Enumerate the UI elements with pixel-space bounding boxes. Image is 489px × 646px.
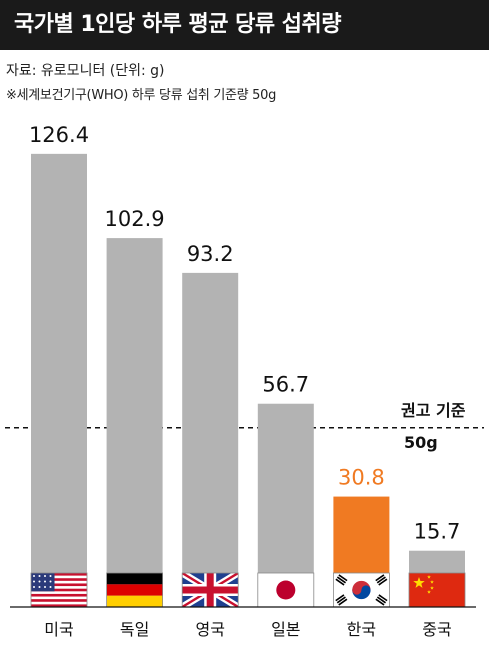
category-label: 미국	[44, 620, 73, 639]
reference-label: 권고 기준	[401, 401, 466, 420]
bar-영국	[182, 272, 239, 607]
germany-flag-icon	[106, 572, 163, 608]
category-label: 한국	[347, 620, 376, 639]
korea-flag-icon	[332, 572, 390, 608]
category-label: 독일	[120, 620, 149, 639]
value-label: 126.4	[29, 123, 89, 147]
category-label: 일본	[271, 620, 300, 639]
reference-value-label: 50g	[404, 433, 438, 452]
bar-미국	[31, 153, 87, 607]
chart-title: 국가별 1인당 하루 평균 당류 섭취량	[0, 0, 489, 50]
value-label: 30.8	[338, 466, 385, 490]
category-label: 중국	[422, 620, 451, 639]
us-flag-icon	[30, 572, 88, 608]
category-label: 영국	[195, 620, 224, 639]
japan-flag-icon	[257, 572, 315, 608]
value-label: 56.7	[262, 373, 309, 397]
source-note: 자료: 유로모니터 (단위: g)	[6, 63, 165, 79]
who-note: ※세계보건기구(WHO) 하루 당류 섭취 기준량 50g	[6, 88, 277, 103]
value-label: 102.9	[105, 207, 165, 231]
value-label: 93.2	[187, 242, 234, 266]
bar-독일	[106, 238, 163, 607]
value-label: 15.7	[414, 520, 461, 544]
china-flag-icon	[408, 572, 466, 608]
uk-flag-icon	[181, 572, 239, 608]
